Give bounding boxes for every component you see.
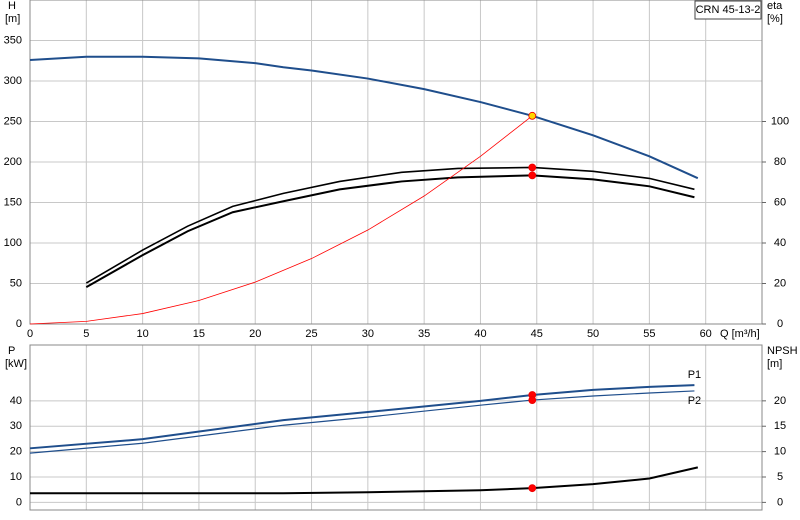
series-label: P1: [688, 369, 701, 381]
y-tick-label: 350: [4, 34, 22, 46]
x-tick-label: 10: [136, 328, 148, 340]
chart-title: CRN 45-13-2: [696, 4, 761, 16]
y2-axis-unit: [m]: [767, 358, 782, 370]
operating-point: [528, 484, 537, 493]
x-tick-label: 55: [643, 328, 655, 340]
y2-tick-label: 0: [777, 318, 783, 330]
curve: [85, 166, 695, 284]
plot-layer: [29, 344, 763, 511]
y2-tick-label: 0: [777, 496, 783, 508]
y2-tick-label: 80: [774, 156, 786, 168]
y2-tick-label: 15: [774, 420, 786, 432]
y2-tick-label: 40: [774, 237, 786, 249]
x-tick-label: 5: [83, 328, 89, 340]
operating-point: [528, 163, 537, 172]
operating-point: [528, 396, 537, 404]
y2-tick-label: 100: [771, 115, 789, 127]
y-tick-label: 10: [10, 471, 22, 483]
y2-axis-unit: [%]: [767, 13, 783, 25]
y-tick-label: 0: [16, 318, 22, 330]
curve: [29, 55, 699, 180]
x-tick-label: 50: [587, 328, 599, 340]
y-axis-label: H: [8, 0, 16, 12]
curve: [29, 115, 533, 325]
x-tick-label: 60: [700, 328, 712, 340]
y-tick-label: 30: [10, 420, 22, 432]
y-tick-label: 150: [4, 196, 22, 208]
x-axis-label: Q [m³/h]: [720, 328, 760, 340]
y2-tick-label: 5: [777, 471, 783, 483]
x-tick-label: 15: [193, 328, 205, 340]
operating-point: [528, 111, 537, 120]
y-tick-label: 100: [4, 237, 22, 249]
x-tick-label: 0: [27, 328, 33, 340]
y-tick-label: 300: [4, 75, 22, 87]
series-label: P2: [688, 395, 701, 407]
curve: [29, 384, 695, 450]
y2-tick-label: 60: [774, 196, 786, 208]
x-tick-label: 35: [418, 328, 430, 340]
y-tick-label: 200: [4, 156, 22, 168]
y-tick-label: 50: [10, 277, 22, 289]
y-tick-label: 20: [10, 446, 22, 458]
x-tick-label: 40: [474, 328, 486, 340]
curve: [30, 466, 699, 495]
curve: [85, 174, 695, 289]
x-tick-label: 25: [305, 328, 317, 340]
y-tick-label: 0: [16, 496, 22, 508]
x-tick-label: 45: [531, 328, 543, 340]
x-tick-label: 30: [362, 328, 374, 340]
y2-tick-label: 10: [774, 446, 786, 458]
plot-frame: [29, 344, 763, 511]
y2-axis-label: NPSH: [767, 345, 798, 357]
title-box: [694, 0, 762, 20]
y2-tick-label: 20: [774, 395, 786, 407]
y2-axis-label: eta: [767, 0, 783, 12]
y-axis-unit: [kW]: [5, 358, 27, 370]
curve: [29, 390, 695, 454]
y-tick-label: 40: [10, 395, 22, 407]
y-tick-label: 250: [4, 115, 22, 127]
x-tick-label: 20: [249, 328, 261, 340]
operating-point: [528, 171, 537, 180]
y2-tick-label: 20: [774, 277, 786, 289]
y-axis-unit: [m]: [5, 13, 20, 25]
y-axis-label: P: [8, 345, 15, 357]
